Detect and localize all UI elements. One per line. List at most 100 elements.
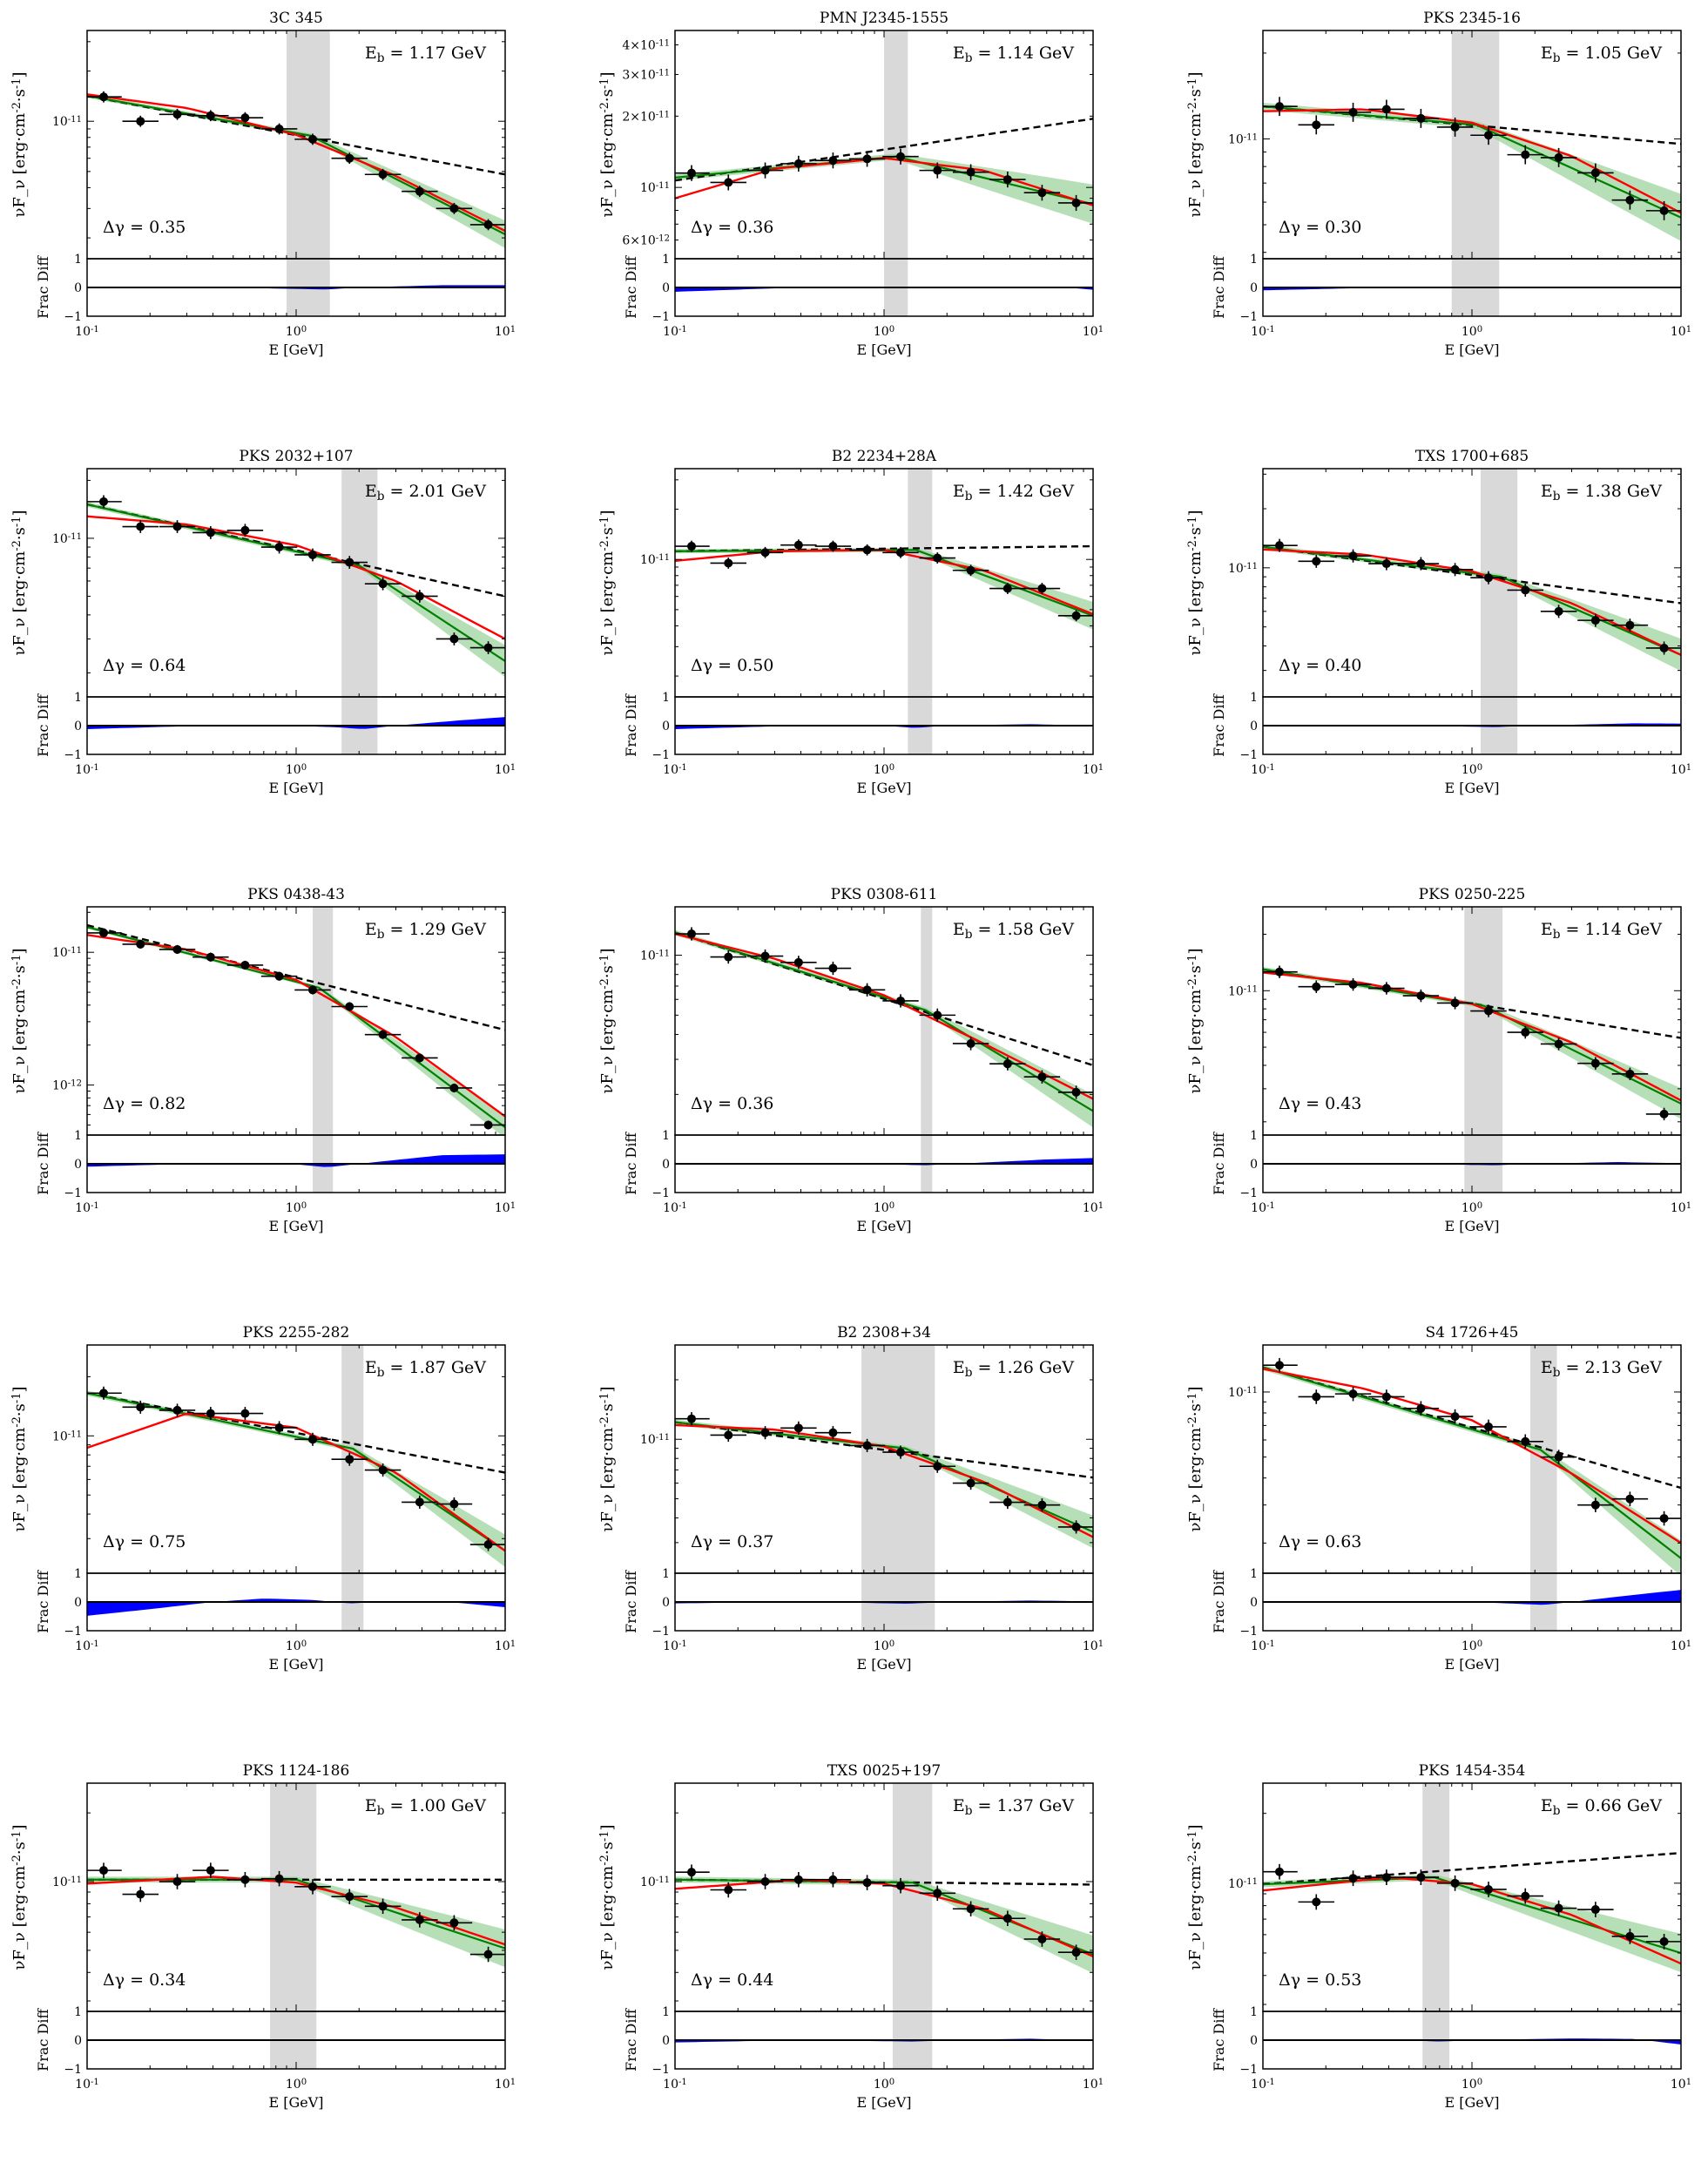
data-point <box>1554 606 1563 616</box>
x-axis-label: E [GeV] <box>856 2094 911 2111</box>
data-point <box>1275 967 1285 977</box>
break-energy-band <box>313 907 334 1135</box>
data-point <box>966 1904 976 1914</box>
panel-title: 3C 345 <box>269 10 323 27</box>
panel-title: TXS 1700+685 <box>1415 448 1529 465</box>
data-point <box>449 1499 459 1509</box>
break-energy-band <box>1464 907 1503 1135</box>
frac-diff-y-tick-label: 0 <box>662 281 670 295</box>
x-tick-label: 101 <box>1671 2078 1691 2092</box>
data-point <box>760 951 770 961</box>
frac-diff-axis-label: Frac Diff <box>1211 1132 1227 1195</box>
data-point <box>308 134 318 144</box>
data-point <box>308 985 318 995</box>
delta-gamma-label: Δγ = 0.36 <box>691 1094 773 1113</box>
y-tick-label: 2×10-11 <box>622 110 670 124</box>
x-axis-label: E [GeV] <box>856 780 911 796</box>
frac-diff-y-tick-label: 1 <box>662 691 670 705</box>
frac-diff-y-tick-label: −1 <box>651 2063 670 2077</box>
delta-gamma-label: Δγ = 0.82 <box>103 1094 186 1113</box>
x-axis-label: E [GeV] <box>1444 2094 1499 2111</box>
broken-powerlaw-uncertainty-band <box>1263 544 1681 672</box>
frac-diff-fill <box>87 1154 505 1167</box>
data-point <box>136 1889 145 1899</box>
data-point <box>828 156 838 166</box>
break-energy-band <box>884 30 908 259</box>
frac-diff-y-tick-label: −1 <box>1239 1186 1258 1200</box>
delta-gamma-label: Δγ = 0.34 <box>103 1970 186 1990</box>
frac-diff-y-tick-label: −1 <box>64 748 82 762</box>
data-point <box>308 1435 318 1444</box>
data-point <box>1450 998 1460 1008</box>
panel-title: PKS 2255-282 <box>243 1324 350 1342</box>
x-axis-label: E [GeV] <box>268 341 323 358</box>
data-point <box>172 1405 182 1415</box>
data-point <box>136 1402 145 1412</box>
data-point <box>1484 1422 1494 1431</box>
logparabola-fit-line <box>675 157 1093 206</box>
x-tick-label: 100 <box>286 2078 307 2092</box>
break-energy-label: Eb = 1.05 GeV <box>1541 44 1662 65</box>
data-point <box>1071 1948 1081 1957</box>
data-point <box>483 1950 493 1959</box>
data-point <box>240 1409 250 1418</box>
delta-gamma-label: Δγ = 0.44 <box>691 1970 773 1990</box>
data-point <box>345 1892 354 1902</box>
x-tick-label: 101 <box>1671 325 1691 339</box>
data-point <box>378 579 388 589</box>
data-point <box>896 1881 906 1890</box>
data-point <box>1659 206 1669 215</box>
x-tick-label: 10-1 <box>663 1201 687 1215</box>
x-axis-label: E [GeV] <box>1444 341 1499 358</box>
frac-diff-y-tick-label: 0 <box>662 1596 670 1610</box>
data-point <box>378 170 388 179</box>
y-tick-label: 10-11 <box>1228 132 1258 146</box>
y-tick-label: 10-11 <box>1228 1877 1258 1891</box>
data-point <box>274 1874 284 1883</box>
top-plot-area <box>675 118 1093 224</box>
top-plot-area <box>1263 538 1681 672</box>
break-energy-label: Eb = 1.14 GeV <box>1541 920 1662 942</box>
delta-gamma-label: Δγ = 0.64 <box>103 656 186 675</box>
x-tick-label: 10-1 <box>1251 763 1275 777</box>
data-point <box>308 1882 318 1891</box>
x-tick-label: 101 <box>495 1639 516 1653</box>
y-tick-label: 10-11 <box>640 553 670 567</box>
data-point <box>1312 982 1321 991</box>
powerlaw-fit-line <box>675 1421 1093 1479</box>
x-tick-label: 10-1 <box>1251 325 1275 339</box>
data-point <box>724 952 733 962</box>
y-axis-label: νF_ν [erg·cm-2·s-1] <box>598 948 617 1093</box>
data-point <box>687 1868 697 1877</box>
frac-diff-axis-label: Frac Diff <box>623 1570 639 1633</box>
data-point <box>933 553 942 563</box>
data-point <box>1521 1891 1530 1901</box>
data-point <box>378 1030 388 1039</box>
x-tick-label: 10-1 <box>75 763 99 777</box>
data-point <box>793 159 803 168</box>
x-tick-label: 100 <box>874 325 895 339</box>
frac-diff-y-tick-label: 0 <box>1250 1158 1258 1172</box>
frac-diff-axis-label: Frac Diff <box>1211 1570 1227 1633</box>
x-axis-label: E [GeV] <box>1444 1656 1499 1673</box>
frac-diff-y-tick-label: 1 <box>662 1129 670 1143</box>
data-point <box>1037 188 1047 198</box>
frac-diff-y-tick-label: −1 <box>1239 2063 1258 2077</box>
break-energy-band <box>1451 30 1500 259</box>
x-tick-label: 10-1 <box>663 1639 687 1653</box>
x-tick-label: 10-1 <box>1251 1201 1275 1215</box>
data-point <box>1659 643 1669 652</box>
data-point <box>1590 1905 1600 1915</box>
x-tick-label: 10-1 <box>1251 1639 1275 1653</box>
data-point <box>1381 1392 1391 1402</box>
panel-title: PKS 1454-354 <box>1419 1762 1526 1780</box>
logparabola-fit-line <box>675 549 1093 616</box>
data-point <box>1071 611 1081 620</box>
frac-diff-axis-label: Frac Diff <box>35 693 51 757</box>
data-point <box>206 1409 215 1418</box>
x-tick-label: 10-1 <box>1251 2078 1275 2092</box>
data-point <box>933 1889 942 1898</box>
